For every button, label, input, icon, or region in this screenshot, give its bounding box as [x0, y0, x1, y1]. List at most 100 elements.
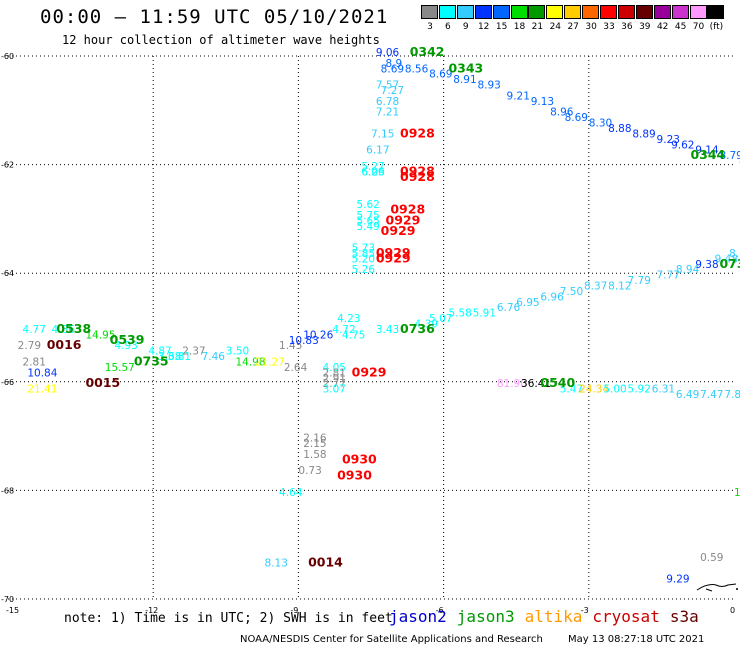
- pass-time-label: 0928: [390, 201, 425, 216]
- wave-height-value: 4.05: [323, 362, 346, 374]
- wave-height-value: 8.93: [477, 80, 500, 92]
- wave-height-value: 7.77: [657, 270, 680, 282]
- wave-height-value: 9.13: [531, 96, 554, 108]
- colorbar-label: 12: [477, 22, 490, 32]
- wave-height-value: 8.69: [381, 63, 404, 75]
- wave-height-value: 8.89: [632, 128, 655, 140]
- lat-tick-label: -62: [1, 161, 14, 170]
- colorbar-swatch: [617, 5, 635, 19]
- wave-height-value: 8.13: [265, 557, 288, 569]
- wave-height-value: 5.91: [473, 308, 496, 320]
- wave-height-value: 8.37: [584, 280, 607, 292]
- wave-height-value: 2.77: [323, 378, 346, 390]
- colorbar-swatch: [492, 5, 510, 19]
- lon-tick-label: -12: [145, 606, 158, 615]
- pass-time-label: 0735: [134, 354, 169, 369]
- lat-tick-label: -68: [1, 486, 14, 495]
- wave-height-value: 8.9: [386, 58, 403, 70]
- wave-height-value: 81.90: [497, 378, 527, 390]
- pass-time-label: 0929: [376, 250, 411, 265]
- colorbar-label: 45: [674, 22, 687, 32]
- wave-height-value: 7.57: [376, 80, 399, 92]
- pass-time-label: 0928: [400, 169, 435, 184]
- pass-time-label: 0929: [386, 212, 421, 227]
- wave-height-value: 6.26: [361, 166, 385, 178]
- pass-time-label: 0929: [376, 245, 411, 260]
- wave-height-value: 2.16: [303, 433, 327, 445]
- wave-height-value: 9.06: [376, 47, 400, 59]
- wave-height-value: 21.27: [255, 357, 285, 369]
- wave-height-value: 8.5: [729, 248, 740, 260]
- wave-height-value: 8.96: [550, 107, 574, 119]
- lon-tick-label: -3: [581, 606, 589, 615]
- colorbar-label: 33: [603, 22, 615, 32]
- wave-height-value: 5.58: [448, 308, 471, 320]
- pass-time-label: 0929: [381, 223, 416, 238]
- wave-height-value: 8.91: [453, 74, 476, 86]
- colorbar-label: 42: [656, 22, 669, 32]
- wave-height-value: 6.49: [676, 389, 699, 401]
- map-title: 00:00 – 11:59 UTC 05/10/2021: [40, 6, 389, 28]
- pass-time-label: 0344: [690, 147, 725, 162]
- colorbar-label: 24: [549, 22, 562, 32]
- wave-height-value: 5.75: [356, 210, 379, 222]
- wave-height-value: 2.81: [23, 357, 46, 369]
- colorbar-label: 70: [692, 22, 705, 32]
- colorbar-label: 39: [639, 22, 651, 32]
- wave-height-value: 7.79: [628, 275, 651, 287]
- wave-height-value: 15.57: [105, 362, 135, 374]
- wave-height-value: 0.59: [700, 552, 723, 564]
- pass-time-label: 0342: [410, 44, 445, 59]
- wave-height-value: 21.41: [27, 384, 57, 396]
- pass-time-label: 0539: [110, 332, 145, 347]
- wave-height-value: 6.95: [516, 297, 539, 309]
- wave-height-value: 8.69: [429, 69, 452, 81]
- colorbar-swatch: [653, 5, 671, 19]
- colorbar-label: 30: [585, 22, 597, 32]
- wave-height-value: 10.83: [289, 335, 319, 347]
- wave-height-value: 4.72: [332, 324, 355, 336]
- wave-height-value: 2.81: [323, 367, 346, 379]
- wave-height-value: 8.30: [589, 118, 612, 130]
- wave-height-value: 6.09: [361, 166, 384, 178]
- wave-height-values: 9.068.98.69 8.56 8.69 8.917.577.27 8.939.216…: [18, 47, 740, 586]
- colorbar-label: 21: [531, 22, 544, 32]
- pass-time-label: 0016: [47, 337, 82, 352]
- wave-height-value: 8.79: [719, 150, 740, 162]
- footer-timestamp: May 13 08:27:18 UTC 2021: [568, 634, 705, 645]
- footer: NOAA/NESDIS Center for Satellite Applica…: [240, 634, 704, 645]
- legend-cryosat: cryosat: [592, 607, 660, 626]
- pass-time-label: 073: [719, 256, 740, 271]
- map-subtitle: 12 hour collection of altimeter wave hei…: [62, 33, 380, 47]
- coastline: [696, 583, 738, 592]
- wave-height-value: 8.88: [608, 123, 631, 135]
- wave-height-value: 10.26: [303, 329, 333, 341]
- wave-height-value: 3.07: [323, 384, 346, 396]
- wave-height-value: 7.27: [381, 85, 404, 97]
- wave-height-value: 9.23: [657, 134, 680, 146]
- map-grid: [8, 55, 734, 600]
- wave-height-value: 9.21: [507, 90, 530, 102]
- satellite-legend: jason2 jason3 altika cryosat s3a: [389, 607, 709, 626]
- wave-height-value: 1: [734, 487, 740, 499]
- wave-height-value: 5.85: [352, 248, 375, 260]
- pass-time-label: 0343: [448, 60, 483, 75]
- wave-height-value: 5.62: [356, 199, 379, 211]
- wave-height-value: 5.26: [352, 264, 376, 276]
- wave-height-value: 5.73: [352, 242, 375, 254]
- wave-height-value: 2.64: [284, 362, 308, 374]
- wave-height-value: 5.49: [356, 221, 379, 233]
- lat-tick-label: -60: [1, 52, 14, 61]
- colorbar-swatch: [564, 5, 582, 19]
- legend-jason2: jason2: [389, 607, 447, 626]
- footer-org: NOAA/NESDIS Center for Satellite Applica…: [240, 634, 543, 645]
- legend-altika: altika: [524, 607, 583, 626]
- colorbar-label: 18: [513, 22, 526, 32]
- wave-height-value: 5.00: [603, 384, 626, 396]
- wave-height-value: 0.73: [298, 465, 321, 477]
- pass-time-label: 0928: [400, 125, 435, 140]
- wave-height-value: 3.43: [376, 324, 399, 336]
- lat-tick-label: -66: [1, 378, 14, 387]
- wave-height-value: 4.39: [415, 319, 438, 331]
